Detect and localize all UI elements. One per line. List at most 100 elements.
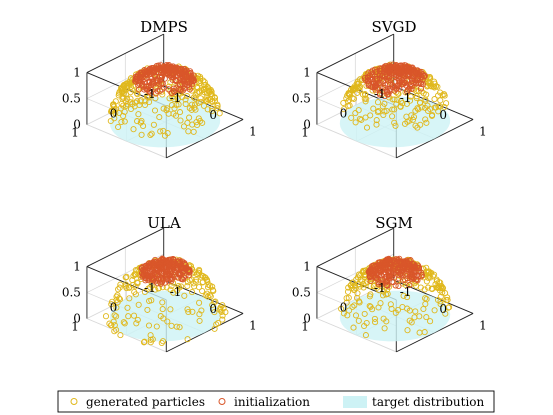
initialization-marker [140,263,147,270]
generated-particle-marker [362,98,369,105]
y-tick-label: 1 [301,320,309,334]
generated-particle-marker [160,315,167,322]
generated-particle-marker [404,327,411,334]
initialization-marker [420,73,427,80]
generated-particle-marker [437,97,444,104]
x-tick-label: -1 [170,285,182,299]
generated-particle-marker [350,324,357,331]
generated-particle-marker [132,266,139,274]
initialization-marker [413,70,420,77]
generated-particle-marker [414,105,421,112]
x-tick-label: 1 [479,124,487,138]
initialization-marker [418,273,425,280]
x-tick-label: -1 [170,91,182,105]
generated-particle-marker [343,295,350,302]
generated-particle-marker [174,95,181,102]
generated-particle-marker [110,102,117,109]
initialization-marker [366,269,373,276]
generated-particle-marker [349,303,356,310]
legend-marker-generated [70,398,78,405]
initialization-marker [154,87,161,95]
generated-particle-marker [107,117,114,125]
initialization-marker [176,257,183,264]
generated-particle-marker [184,119,191,126]
initialization-marker [177,264,184,271]
initialization-marker [165,70,172,77]
initialization-marker [385,267,392,274]
generated-particle-marker [389,113,396,120]
y-tick-label: 0 [340,300,348,314]
generated-particle-marker [141,338,148,345]
y-tick-label: 0 [340,106,348,120]
generated-particle-marker [138,117,145,124]
z-tick-label: 0.5 [62,92,81,106]
generated-particle-marker [123,83,131,90]
generated-particle-marker [220,305,227,312]
initialization-marker [160,66,167,73]
generated-particle-marker [412,308,419,315]
generated-particle-marker [374,99,382,106]
initialization-marker [155,262,162,269]
generated-particle-marker [411,314,418,321]
initialization-marker [390,279,397,286]
initialization-marker [372,68,379,75]
generated-particle-marker [420,90,427,97]
generated-particle-marker [347,87,354,94]
generated-particle-marker [182,100,189,108]
generated-particle-marker [381,286,388,293]
legend-label-generated: generated particles [86,395,205,409]
initialization-marker [395,275,402,282]
generated-particle-marker [200,77,207,84]
generated-particle-marker [134,279,141,286]
generated-particle-marker [172,112,180,119]
generated-particle-marker [185,128,192,135]
generated-particle-marker [344,312,351,319]
initialization-marker [384,64,391,71]
y-tick-label: 0 [110,300,118,314]
generated-particle-marker [370,105,377,112]
generated-particle-marker [129,277,136,284]
initialization-marker [173,265,180,272]
generated-particle-marker [391,106,398,113]
generated-particle-marker [215,319,222,327]
initialization-marker [139,273,146,280]
generated-particle-marker [209,301,216,309]
initialization-marker [158,269,166,276]
generated-particle-marker [355,271,363,278]
generated-particle-marker [373,121,380,128]
generated-particle-marker [120,112,127,120]
initialization-marker [178,275,185,282]
initialization-marker [179,87,186,94]
generated-particle-marker [340,310,347,317]
generated-particle-marker [201,82,208,89]
initialization-marker [381,271,388,278]
generated-particle-marker [384,290,391,297]
generated-particle-marker [420,305,427,313]
generated-particle-marker [116,295,123,302]
generated-particle-marker [192,278,199,285]
initialization-marker [136,80,143,87]
generated-particle-marker [214,102,221,110]
generated-particle-marker [166,95,173,102]
initialization-marker [395,73,402,80]
legend-box [57,390,495,413]
generated-particle-marker [367,112,374,119]
generated-particle-marker [406,117,413,124]
z-tick-label: 0.5 [292,92,311,106]
initialization-marker [186,268,193,276]
axis-box-edge [316,227,394,267]
generated-particle-marker [205,87,212,94]
initialization-marker [378,65,385,73]
z-tick-label: 0 [303,312,311,326]
generated-particle-marker [385,94,393,101]
generated-particle-marker [406,97,414,104]
generated-particle-marker [202,96,209,103]
generated-particle-marker [178,283,185,290]
generated-particle-marker [198,274,205,281]
generated-particle-marker [340,99,347,107]
generated-particle-marker [374,109,382,116]
initialization-marker [411,263,418,270]
initialization-marker [408,85,415,93]
